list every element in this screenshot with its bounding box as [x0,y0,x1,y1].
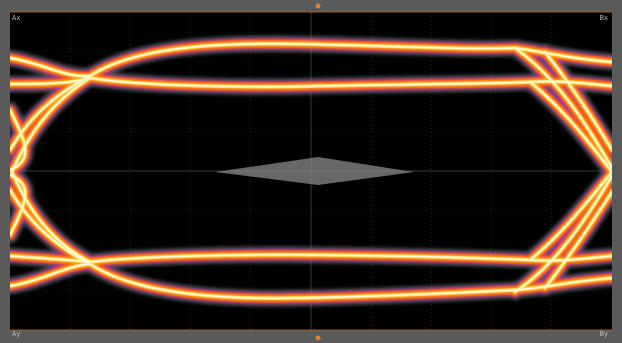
eye-trace [544,51,612,151]
eye-trace [529,171,612,261]
eye-traces [10,35,612,307]
marker-label-bottom-right: By [600,330,608,338]
marker-label-top-right: Bx [600,14,608,22]
eye-trace [544,191,612,289]
eye-trace [514,175,612,293]
eye-trace [10,263,612,300]
eye-trace [11,77,91,173]
eye-trace [11,171,91,263]
eye-trace [529,81,612,173]
marker-label-top-left: Ax [12,14,20,22]
bottom-center-marker[interactable] [315,335,321,341]
eye-trace [10,189,91,265]
eye-trace [10,253,612,263]
top-center-marker[interactable] [315,3,321,9]
eye-trace [10,42,612,77]
eye-trace [514,47,612,169]
trace-layer [10,42,612,300]
reference-markers [10,3,612,341]
marker-label-bottom-left: Ay [12,330,20,338]
eye-mask[interactable] [215,157,414,185]
eye-trace [10,75,91,151]
